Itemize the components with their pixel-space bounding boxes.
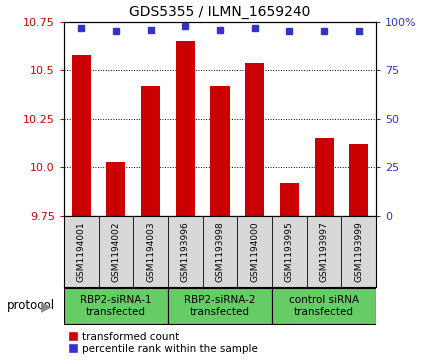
Bar — [245, 62, 264, 216]
Text: RBP2-siRNA-2
transfected: RBP2-siRNA-2 transfected — [184, 295, 256, 317]
Text: GSM1193995: GSM1193995 — [285, 221, 294, 282]
Text: protocol: protocol — [7, 299, 55, 312]
Text: GSM1193998: GSM1193998 — [216, 221, 224, 282]
Bar — [141, 86, 160, 216]
Bar — [64, 287, 168, 324]
Bar — [349, 144, 368, 216]
Title: GDS5355 / ILMN_1659240: GDS5355 / ILMN_1659240 — [129, 5, 311, 19]
Text: RBP2-siRNA-1
transfected: RBP2-siRNA-1 transfected — [80, 295, 152, 317]
Bar — [72, 55, 91, 216]
Text: GSM1193999: GSM1193999 — [354, 221, 363, 282]
Legend: transformed count, percentile rank within the sample: transformed count, percentile rank withi… — [69, 332, 257, 354]
Text: GSM1193996: GSM1193996 — [181, 221, 190, 282]
Bar — [280, 183, 299, 216]
Text: control siRNA
transfected: control siRNA transfected — [289, 295, 359, 317]
Bar — [168, 287, 272, 324]
Text: GSM1194000: GSM1194000 — [250, 221, 259, 282]
Bar — [272, 287, 376, 324]
Bar — [106, 162, 125, 216]
Text: GSM1193997: GSM1193997 — [319, 221, 329, 282]
Text: GSM1194003: GSM1194003 — [146, 221, 155, 282]
Text: ▶: ▶ — [41, 299, 51, 313]
Bar — [210, 86, 230, 216]
Text: GSM1194001: GSM1194001 — [77, 221, 86, 282]
Bar — [315, 138, 334, 216]
Text: GSM1194002: GSM1194002 — [111, 221, 121, 282]
Bar — [176, 41, 195, 216]
